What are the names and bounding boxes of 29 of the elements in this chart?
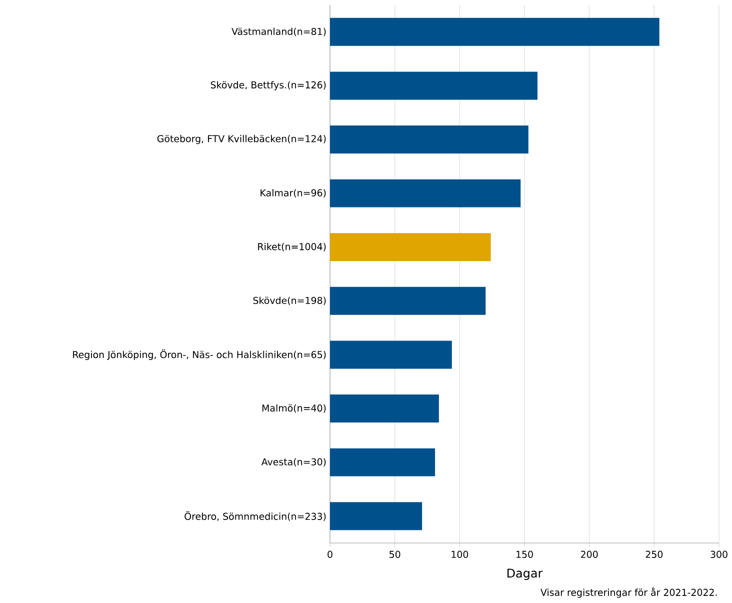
x-tick-label: 300 xyxy=(710,550,728,558)
bar xyxy=(330,286,486,315)
bar xyxy=(330,502,422,530)
bar xyxy=(330,233,491,262)
bar xyxy=(330,179,521,208)
y-tick-label: Avesta(n=30) xyxy=(261,458,326,467)
x-tick-label: 150 xyxy=(516,550,533,558)
x-tick-label: 50 xyxy=(390,550,400,558)
bar xyxy=(330,448,436,476)
x-tick-label: 200 xyxy=(580,550,598,558)
y-tick-label: Skövde, Bettfys.(n=126) xyxy=(210,81,326,90)
bar xyxy=(330,394,439,422)
y-tick-label: Skövde(n=198) xyxy=(253,296,326,306)
x-tick-label: 0 xyxy=(328,550,332,558)
text: Visar registreringar för år 2021-2022. xyxy=(540,588,717,598)
y-tick-label: Region Jönköping, Öron-, Näs- och Halskliniken(n=65) xyxy=(73,349,326,360)
y-tick-label: Kalmar(n=96) xyxy=(260,189,326,198)
bar xyxy=(330,18,660,46)
y-tick-label: Västmanland(n=81) xyxy=(232,28,326,36)
bar xyxy=(330,126,528,154)
x-tick-label: 100 xyxy=(452,550,468,558)
y-tick-label: Göteborg, FTV Kvillebäcken(n=124) xyxy=(157,134,326,144)
x-tick-label: 250 xyxy=(646,550,663,558)
x-axis-title: Dagar xyxy=(507,568,543,580)
y-tick-label: Örebro, Sömnmedicin(n=233) xyxy=(184,511,326,522)
y-tick-label: Riket(n=1004) xyxy=(258,242,326,252)
bar xyxy=(330,72,538,100)
y-tick-label: Malmö(n=40) xyxy=(262,404,326,413)
bar xyxy=(330,340,452,369)
